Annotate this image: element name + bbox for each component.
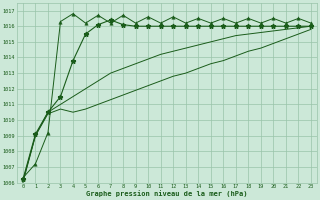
X-axis label: Graphe pression niveau de la mer (hPa): Graphe pression niveau de la mer (hPa) bbox=[86, 190, 248, 197]
